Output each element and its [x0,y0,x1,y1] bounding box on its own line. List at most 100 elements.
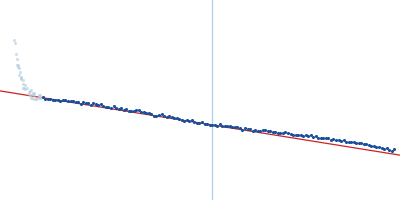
Point [14,57,20,60]
Point [158,112,165,116]
Point [31,92,37,95]
Point [18,77,25,80]
Point [143,111,150,115]
Point [28,94,34,97]
Point [40,95,46,99]
Point [328,138,334,141]
Point [32,98,39,101]
Point [16,74,22,77]
Point [113,106,119,109]
Point [110,105,117,108]
Point [320,136,326,139]
Point [168,116,175,119]
Point [33,98,39,101]
Point [260,128,266,132]
Point [330,138,337,141]
Point [28,97,34,100]
Point [285,131,291,135]
Point [47,97,54,100]
Point [315,136,322,139]
Point [361,142,367,146]
Point [201,122,208,125]
Point [356,141,362,144]
Point [206,123,213,127]
Point [189,119,195,122]
Point [310,135,316,138]
Point [72,100,79,104]
Point [312,134,319,137]
Point [11,42,18,45]
Point [176,117,182,121]
Point [232,126,238,129]
Point [222,125,228,128]
Point [20,87,26,90]
Point [381,148,387,151]
Point [325,137,332,140]
Point [275,131,281,134]
Point [75,101,81,104]
Point [62,99,69,102]
Point [216,123,223,126]
Point [161,114,167,118]
Point [166,114,172,117]
Point [164,115,170,119]
Point [282,130,289,133]
Point [298,133,304,136]
Point [262,129,268,132]
Point [55,98,61,101]
Point [239,128,246,132]
Point [60,98,66,101]
Point [290,133,296,136]
Point [26,93,33,96]
Point [386,148,392,151]
Point [36,94,43,97]
Point [184,118,190,122]
Point [123,107,129,110]
Point [57,100,64,103]
Point [20,86,27,89]
Point [36,95,42,98]
Point [130,110,137,113]
Point [30,92,37,95]
Point [247,128,253,131]
Point [376,145,382,148]
Point [15,66,22,69]
Point [148,113,155,116]
Point [358,142,364,145]
Point [28,97,35,100]
Point [26,89,33,92]
Point [196,121,203,124]
Point [340,138,347,141]
Point [277,132,284,135]
Point [237,127,243,130]
Point [138,111,144,114]
Point [302,134,309,137]
Point [391,148,397,151]
Point [37,96,44,99]
Point [353,141,360,145]
Point [267,130,274,133]
Point [50,98,56,101]
Point [308,134,314,137]
Point [18,75,24,78]
Point [42,97,48,100]
Point [35,96,42,99]
Point [305,135,312,138]
Point [212,123,218,127]
Point [388,149,395,152]
Point [252,129,258,132]
Point [85,102,92,105]
Point [13,52,19,55]
Point [20,79,26,82]
Point [346,141,352,144]
Point [229,126,236,129]
Point [348,140,354,143]
Point [44,97,51,100]
Point [264,129,271,133]
Point [335,139,342,142]
Point [378,147,385,150]
Point [333,138,339,141]
Point [214,124,220,128]
Point [93,103,99,106]
Point [67,100,74,103]
